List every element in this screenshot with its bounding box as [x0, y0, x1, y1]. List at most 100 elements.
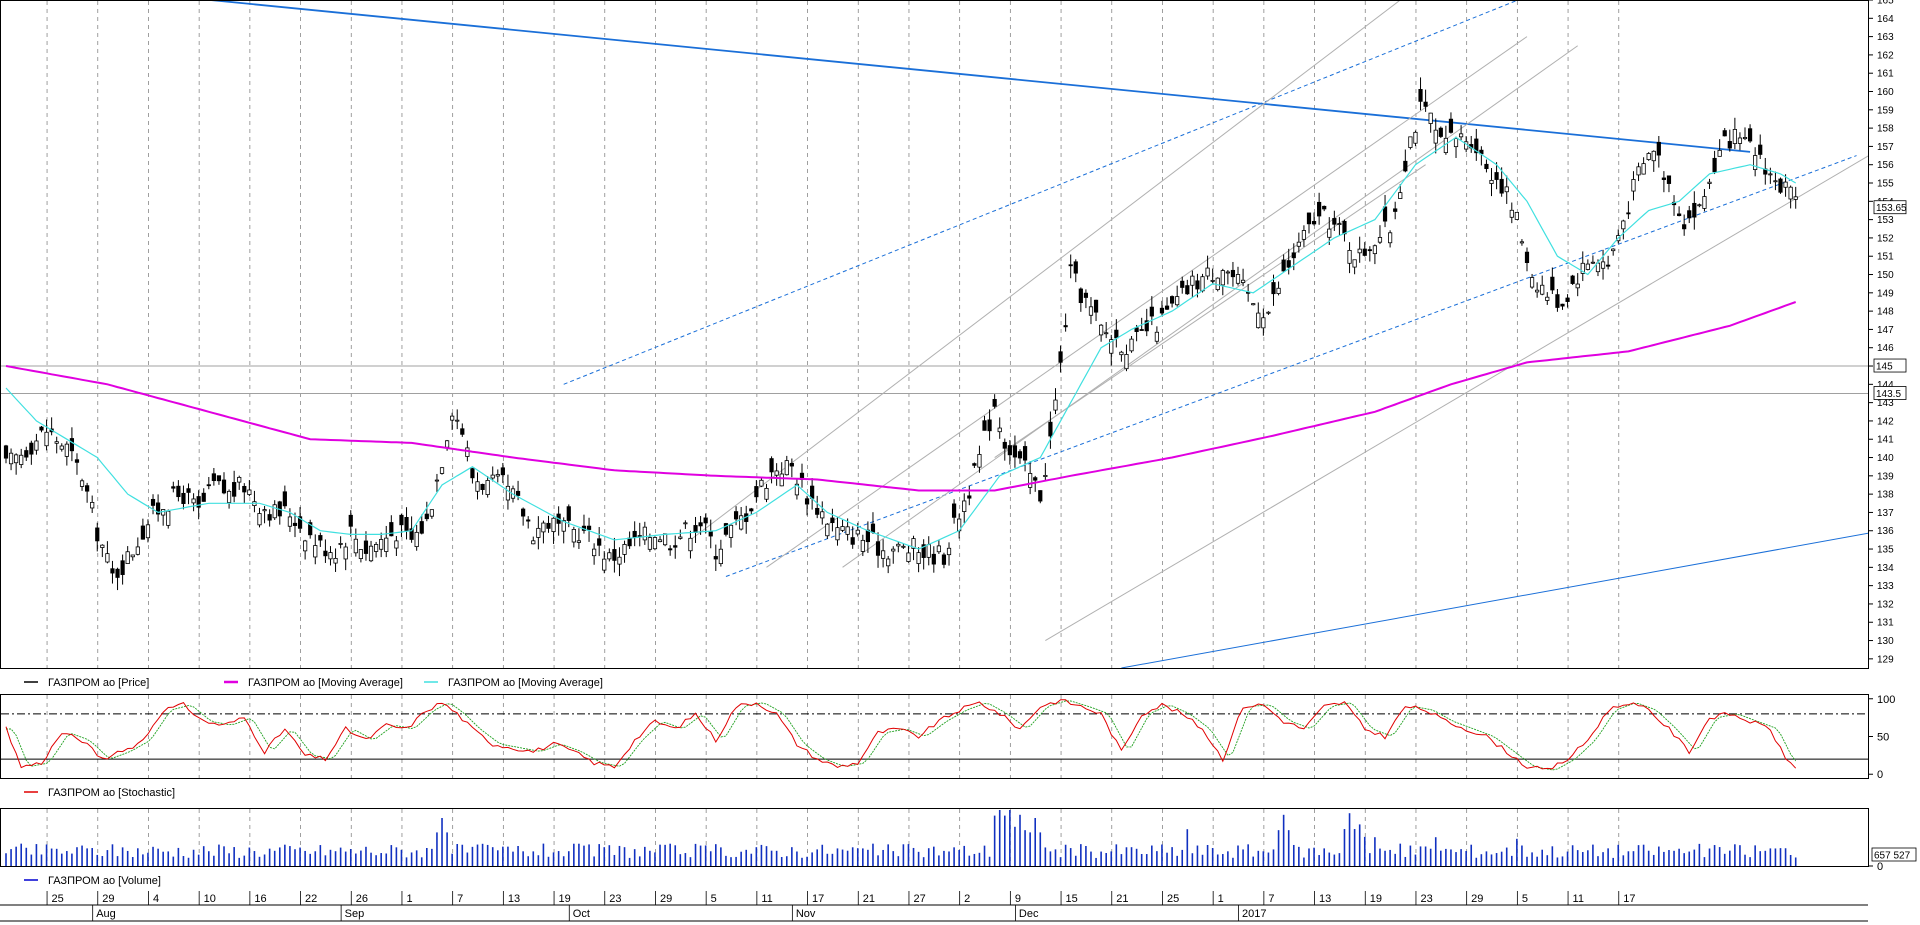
candle-body	[19, 454, 24, 465]
candle-body	[1682, 224, 1687, 230]
candle-body	[1367, 249, 1372, 252]
candle-body	[333, 557, 338, 564]
candle-body	[1458, 133, 1464, 138]
candle-body	[764, 487, 769, 500]
candle-body	[1580, 262, 1585, 274]
candle-body	[110, 568, 115, 574]
candle-body	[1408, 136, 1413, 148]
candle-body	[698, 522, 703, 527]
candle-body	[79, 480, 85, 487]
candle-body	[1519, 241, 1525, 244]
candle-body	[1170, 296, 1175, 304]
y-tick-label: 143	[1877, 398, 1894, 409]
candle-body	[642, 526, 647, 541]
candle-body	[1722, 130, 1727, 137]
channel-lower-dashed-line	[725, 155, 1857, 577]
candle-body	[460, 428, 465, 435]
y-tick-label: 161	[1877, 69, 1894, 80]
x-tick-label: 7	[457, 893, 463, 905]
candle-body	[267, 514, 272, 521]
candle-body	[1727, 141, 1732, 149]
candle-body	[941, 554, 947, 565]
candle-body	[1600, 261, 1606, 269]
candle-body	[1555, 294, 1560, 308]
candle-body	[480, 483, 485, 490]
candle-body	[1002, 441, 1007, 449]
candle-body	[1606, 264, 1611, 267]
candle-body	[906, 552, 911, 562]
candle-body	[358, 549, 364, 559]
candle-body	[916, 552, 921, 564]
y-tick-label: 147	[1877, 325, 1894, 336]
candle-body	[490, 474, 495, 479]
candle-body	[384, 537, 389, 552]
candle-body	[997, 427, 1002, 433]
candle-body	[1494, 172, 1499, 180]
y-tick-label: 155	[1877, 179, 1894, 190]
candle-body	[860, 539, 865, 552]
candle-body	[232, 482, 237, 497]
candle-body	[206, 484, 211, 487]
candle-body	[1078, 288, 1083, 304]
candle-body	[419, 521, 424, 534]
candle-body	[597, 538, 602, 546]
candle-body	[394, 540, 399, 549]
stochastic-k-line	[5, 699, 1797, 770]
candle-body	[444, 440, 450, 448]
candle-body	[211, 473, 216, 481]
y-tick-label: 131	[1877, 618, 1894, 629]
candle-body	[1261, 317, 1266, 329]
candle-body	[39, 426, 44, 431]
candle-body	[830, 517, 835, 524]
volume-legend: ГАЗПРОМ ао [Volume]	[24, 875, 161, 887]
candle-body	[8, 452, 14, 465]
candle-body	[1301, 230, 1307, 240]
gray-trendline	[842, 45, 1578, 568]
candle-body	[1529, 277, 1535, 288]
candle-body	[531, 540, 536, 545]
candle-body	[1073, 261, 1078, 274]
y-tick-label: 164	[1877, 14, 1894, 25]
candle-body	[1164, 305, 1170, 310]
candle-body	[1063, 325, 1068, 328]
legend-label: ГАЗПРОМ ао [Moving Average]	[448, 677, 603, 689]
candle-body	[1666, 175, 1672, 184]
price-marker-label: 145	[1876, 362, 1893, 373]
volume-y-axis: 0	[1868, 861, 1883, 873]
candle-body	[1535, 289, 1540, 293]
y-tick-label: 159	[1877, 105, 1894, 116]
candle-body	[1235, 274, 1241, 284]
candle-body	[759, 479, 764, 487]
candle-body	[1590, 261, 1596, 264]
price-marker-label: 153.65	[1876, 203, 1907, 214]
y-tick-label: 139	[1877, 471, 1894, 482]
candle-body	[693, 525, 698, 533]
candle-body	[521, 508, 526, 517]
candle-body	[1403, 160, 1408, 172]
candle-body	[1388, 232, 1393, 244]
price-marker-box: 143.5	[1873, 386, 1907, 400]
candle-body	[1058, 351, 1063, 363]
candle-body	[673, 545, 678, 548]
x-tick-label: 11	[1573, 893, 1584, 905]
month-label: Dec	[1019, 908, 1039, 920]
candle-body	[379, 539, 384, 550]
candle-body	[287, 516, 293, 527]
candle-body	[1575, 283, 1580, 289]
x-tick-label: 7	[1268, 893, 1274, 905]
candle-body	[1550, 276, 1555, 291]
candle-body	[353, 538, 358, 554]
candle-body	[475, 481, 480, 492]
candle-body	[870, 523, 876, 533]
candle-body	[769, 458, 774, 473]
candle-body	[1038, 490, 1043, 502]
candle-body	[54, 441, 59, 444]
candle-body	[1028, 473, 1033, 488]
x-tick-label: 17	[1623, 893, 1635, 905]
candle-body	[652, 537, 658, 550]
candle-body	[470, 468, 475, 479]
candle-body	[1692, 202, 1697, 218]
candle-body	[728, 524, 734, 538]
x-tick-label: 23	[609, 893, 621, 905]
